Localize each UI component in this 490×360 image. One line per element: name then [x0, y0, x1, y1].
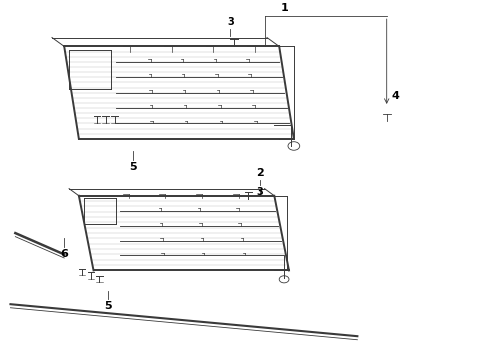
Text: 6: 6 — [60, 249, 68, 259]
Text: 5: 5 — [104, 301, 112, 311]
Text: 1: 1 — [280, 3, 288, 13]
Text: 5: 5 — [129, 162, 136, 172]
Text: 4: 4 — [392, 91, 399, 101]
Text: 3: 3 — [256, 187, 263, 197]
Text: 3: 3 — [227, 17, 234, 27]
Text: 2: 2 — [256, 168, 264, 178]
